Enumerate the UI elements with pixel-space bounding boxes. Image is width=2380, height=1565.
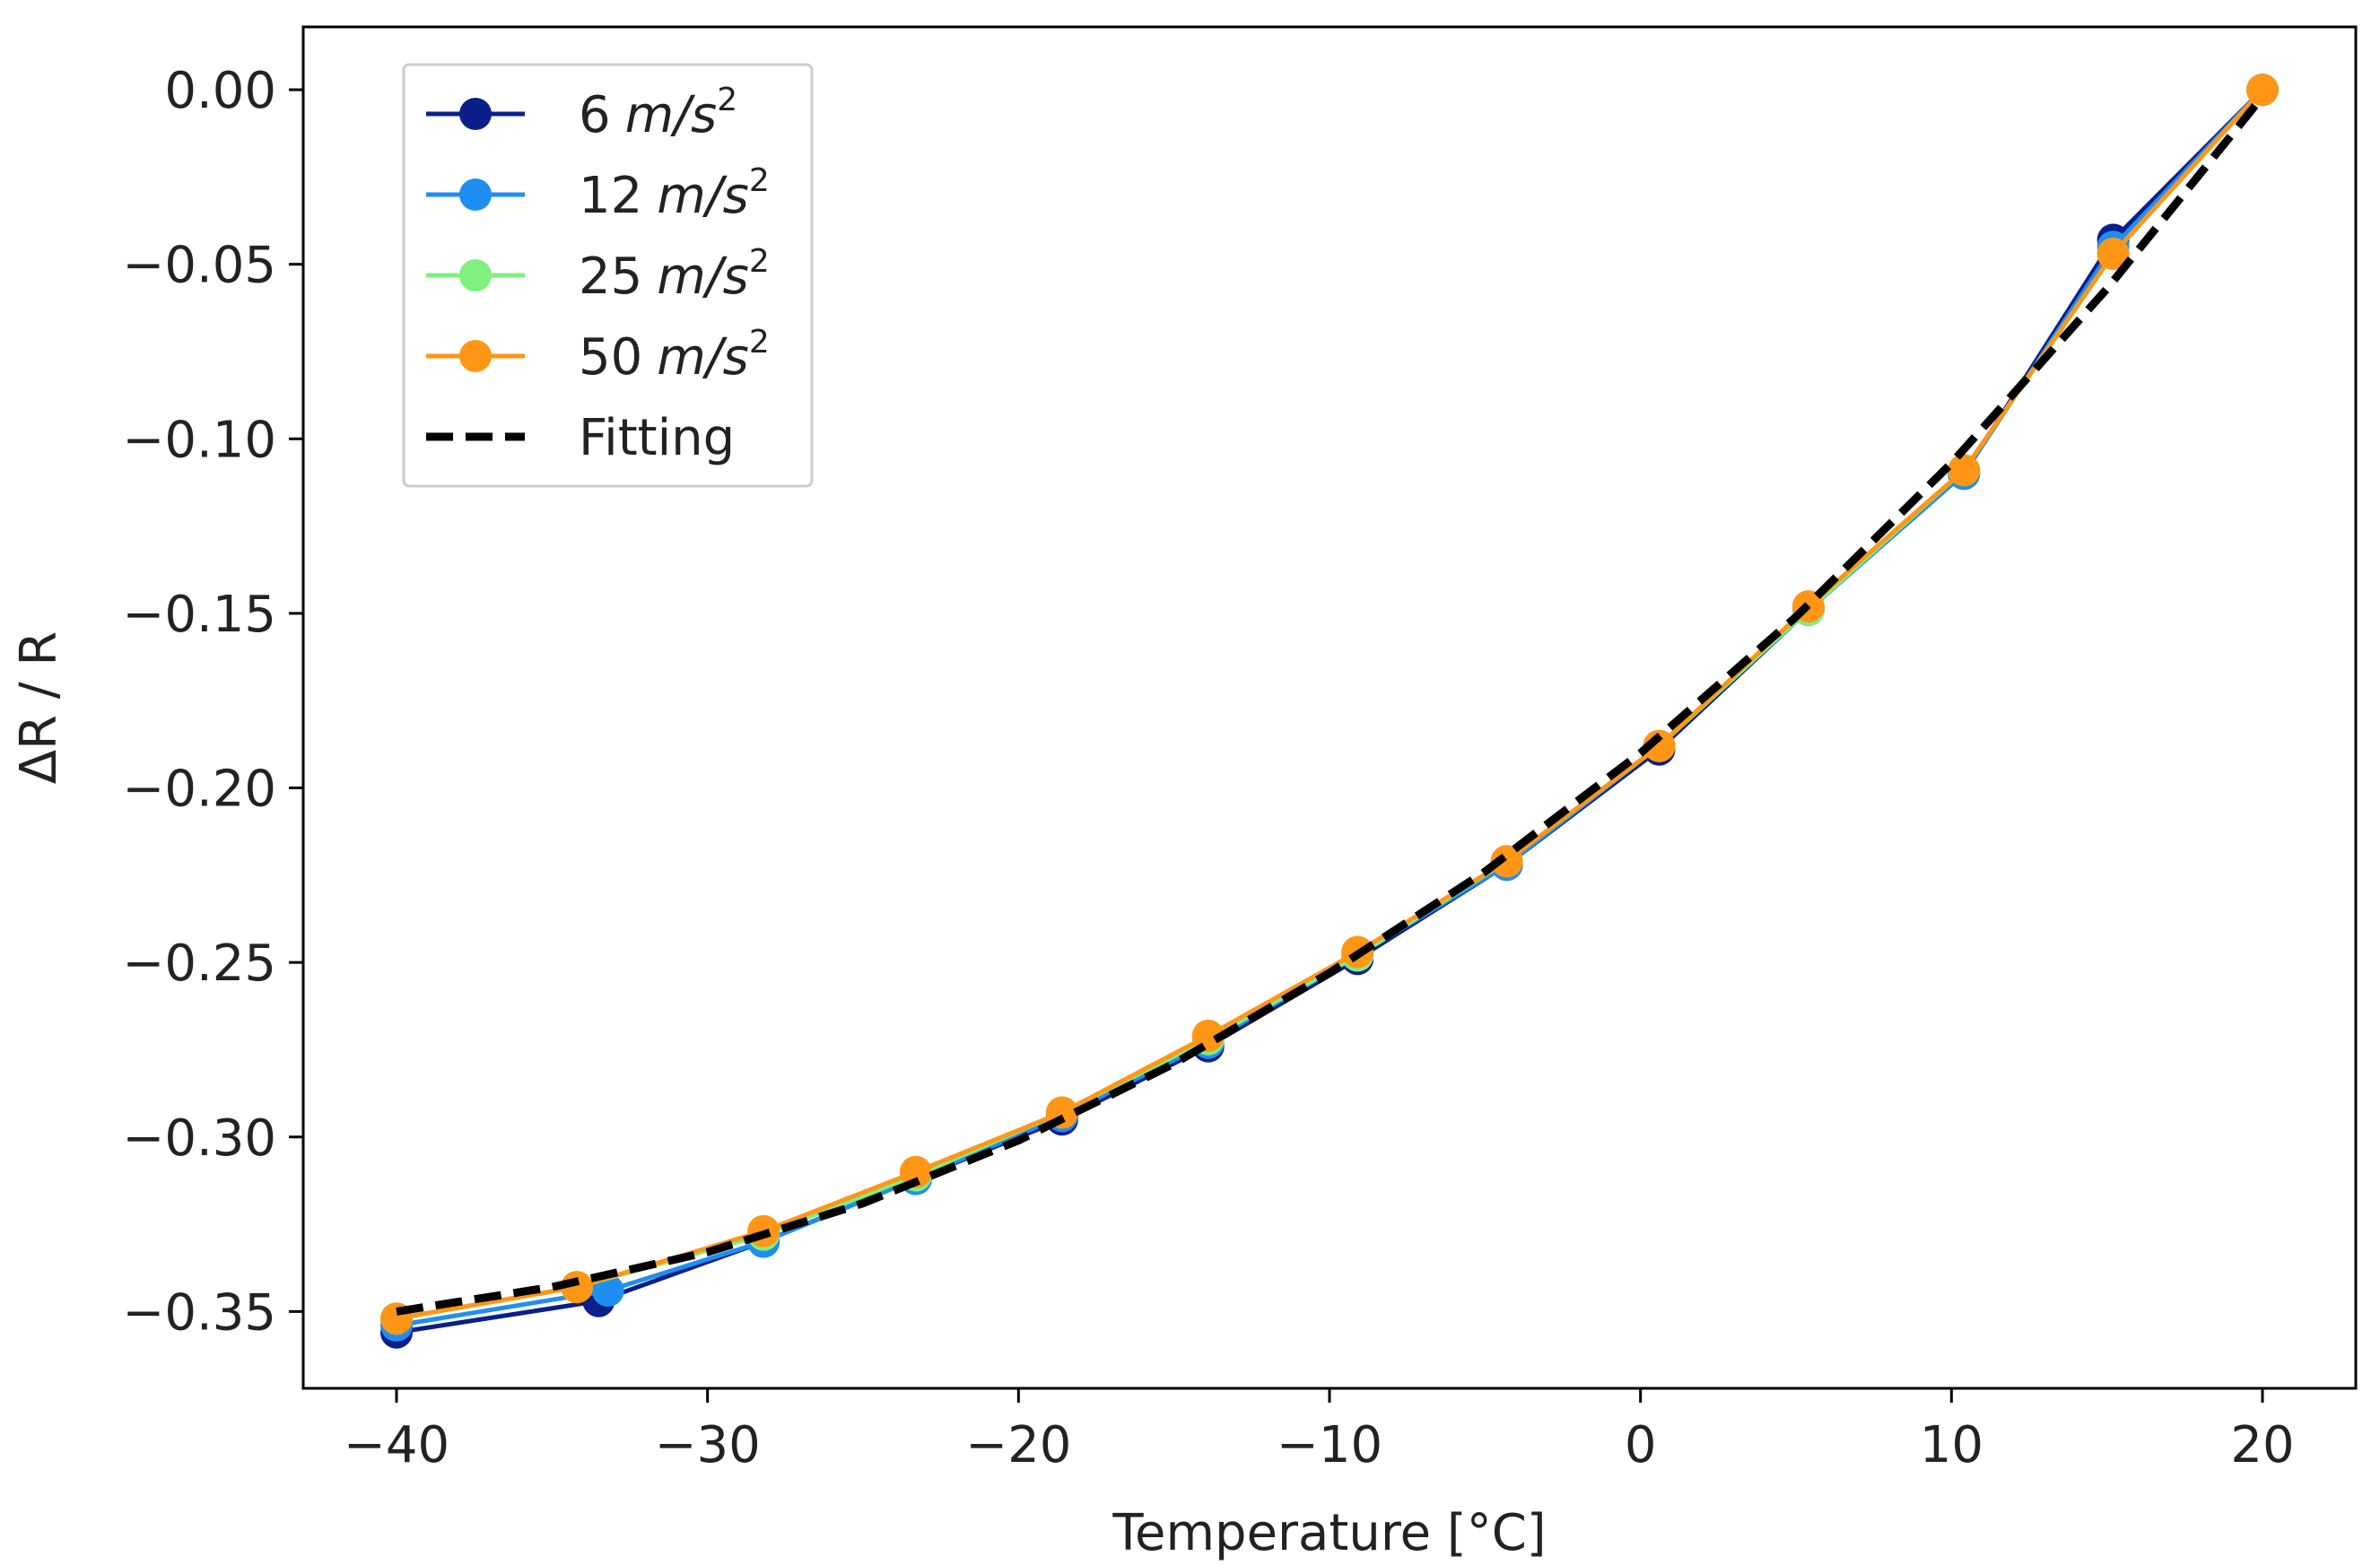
legend-frame (402, 63, 814, 488)
x-tick-label: −20 (965, 1416, 1071, 1474)
data-point (1948, 454, 1981, 487)
y-tick-label: −0.35 (122, 1283, 276, 1342)
y-tick-label: −0.30 (122, 1109, 276, 1168)
data-point (2097, 238, 2130, 270)
legend-label-exponent: 2 (717, 82, 737, 118)
legend-item-1: 12 m/s2 (426, 162, 770, 225)
legend-item-0: 6 m/s2 (426, 82, 737, 144)
x-axis-title: Temperature [°C] (1112, 1504, 1546, 1562)
x-tick-label: −30 (655, 1416, 761, 1474)
x-tick-label: 10 (1920, 1416, 1983, 1474)
legend-label: 12 m/s2 (579, 162, 770, 225)
series-layer (380, 74, 2279, 1349)
legend-label-value: Fitting (579, 409, 735, 467)
legend-label-value: 6 (579, 86, 611, 144)
legend-swatch-marker (459, 98, 492, 130)
legend-item-3: 50 m/s2 (426, 324, 770, 387)
legend-label-unit: m/s (625, 86, 718, 144)
legend-label-exponent: 2 (749, 243, 770, 280)
legend-label-value: 25 (579, 248, 642, 306)
y-tick-label: −0.25 (122, 935, 276, 993)
legend-label: 25 m/s2 (579, 243, 770, 306)
axes-layer: −40 −30 −20 −10 0 10 20 0.00 −0.05 −0.10 −0.15 −0.2… (10, 25, 2358, 1562)
y-tick-label: 0.00 (164, 62, 276, 120)
legend-swatch-marker (459, 259, 492, 291)
data-point (1490, 845, 1523, 878)
legend-label: 6 m/s2 (579, 82, 737, 144)
y-axis-title: ΔR / R (10, 631, 68, 785)
legend-item-4: Fitting (426, 409, 735, 467)
legend-label-value: 12 (579, 167, 642, 225)
x-tick-label: −10 (1277, 1416, 1382, 1474)
y-tick-label: −0.15 (122, 586, 276, 644)
legend-label: 50 m/s2 (579, 324, 770, 387)
legend-label-unit: m/s (657, 328, 749, 387)
x-tick-label: 0 (1625, 1416, 1657, 1474)
legend-item-2: 25 m/s2 (426, 243, 770, 306)
series-line-fitting (396, 93, 2266, 1316)
legend-label-exponent: 2 (749, 324, 770, 361)
y-tick-label: −0.20 (122, 761, 276, 819)
data-point (1643, 729, 1676, 762)
data-point (899, 1155, 932, 1188)
x-tick-label: 20 (2230, 1416, 2294, 1474)
legend-swatch-marker (459, 340, 492, 372)
legend-label-exponent: 2 (749, 162, 770, 199)
legend-label-unit: m/s (657, 248, 749, 306)
legend-label-unit: m/s (657, 167, 749, 225)
legend-label-value: 50 (579, 328, 642, 387)
legend-label: Fitting (579, 409, 735, 467)
legend-swatch-marker (459, 178, 492, 211)
series-4 (396, 93, 2266, 1316)
y-tick-label: −0.10 (122, 411, 276, 469)
y-tick-label: −0.05 (122, 237, 276, 295)
data-point (2246, 74, 2279, 107)
data-point (561, 1271, 594, 1304)
x-tick-label: −40 (344, 1416, 449, 1474)
